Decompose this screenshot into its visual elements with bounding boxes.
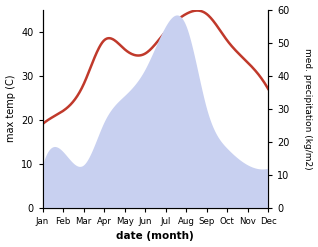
X-axis label: date (month): date (month): [116, 231, 194, 242]
Y-axis label: max temp (C): max temp (C): [5, 75, 16, 143]
Y-axis label: med. precipitation (kg/m2): med. precipitation (kg/m2): [303, 48, 313, 169]
